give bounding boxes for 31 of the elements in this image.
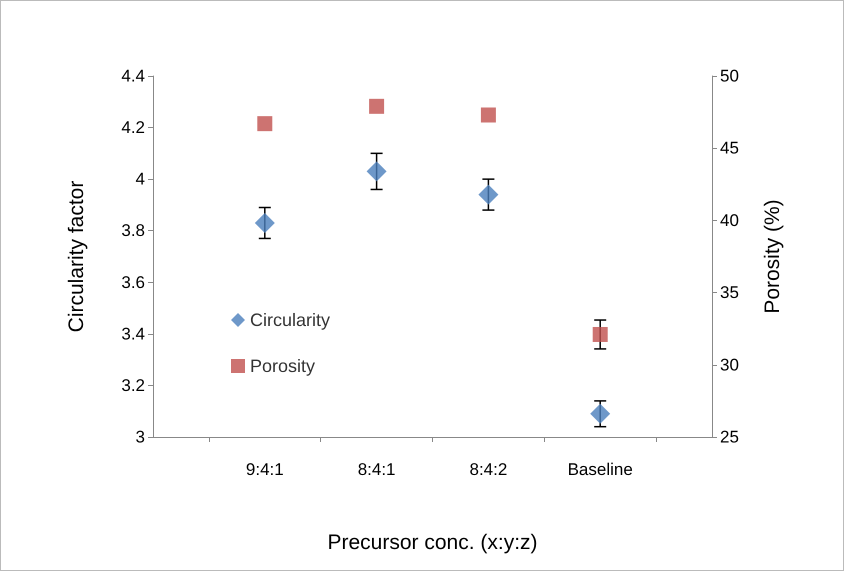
y-tick-label: 3.4 [121,324,145,344]
point [592,326,608,342]
y-tick-label: 4 [136,170,145,189]
y-tick-label: 3.2 [121,376,145,395]
y2-tick-label: 50 [720,66,739,86]
point [478,184,498,205]
y-tick-label: 3.8 [121,221,145,240]
point [366,161,387,182]
y2-axis-title: Porosity (%) [761,199,784,314]
x-tick-label: 8:4:2 [469,460,508,479]
y-tick-label: 4.4 [121,66,145,86]
y-tick-label: 3 [136,428,145,446]
legend-label: Circularity [250,310,330,330]
y-axis-title: Circularity factor [65,180,88,332]
point [480,107,496,122]
y2-tick-label: 30 [720,355,739,374]
y-tick-label: 4.2 [121,118,145,138]
y2-tick-label: 25 [720,428,739,446]
point [257,116,272,132]
point [369,98,384,114]
y2-tick-label: 45 [720,138,739,158]
legend-label: Porosity [250,356,316,376]
x-tick-label: 8:4:1 [358,460,396,479]
x-tick-label: 9:4:1 [246,460,284,479]
x-tick-label: Baseline [568,460,633,479]
x-axis-title: Precursor conc. (x:y:z) [327,531,538,554]
y-tick-label: 3.6 [121,272,145,292]
point [590,404,610,424]
y2-tick-label: 40 [720,210,739,230]
y2-tick-label: 35 [720,283,739,302]
point [254,212,275,233]
